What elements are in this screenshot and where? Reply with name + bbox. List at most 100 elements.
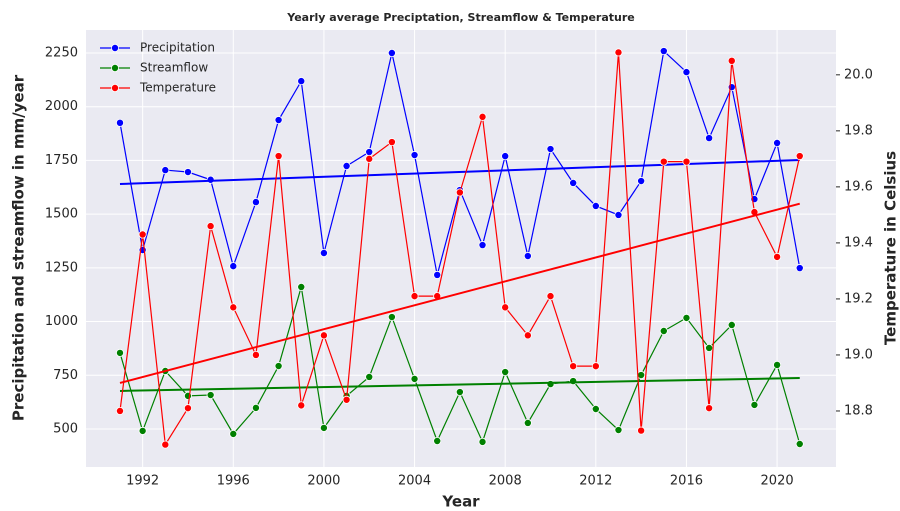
data-point <box>365 154 374 163</box>
data-point <box>569 377 578 386</box>
y-tick-label: 1500 <box>45 207 78 222</box>
data-point <box>659 327 668 336</box>
y2-tick-label: 19.8 <box>844 123 873 138</box>
data-point <box>365 372 374 381</box>
y-tick-label: 2000 <box>45 99 78 114</box>
data-point <box>115 118 124 127</box>
trend-line <box>119 202 801 384</box>
y-axis-label: Precipitation and streamflow in mm/year <box>10 74 28 421</box>
x-tick-label: 2008 <box>489 474 522 489</box>
data-point <box>297 77 306 86</box>
data-point <box>705 343 714 352</box>
data-point <box>455 188 464 197</box>
y2-axis-label: Temperature in Celsius <box>882 151 900 345</box>
data-point <box>274 152 283 161</box>
data-point <box>501 368 510 377</box>
legend-label: Temperature <box>139 81 216 95</box>
data-point <box>614 426 623 435</box>
data-point <box>682 313 691 322</box>
x-tick-label: 2020 <box>761 474 794 489</box>
data-point <box>546 145 555 154</box>
y2-tick-label: 20.0 <box>844 67 873 82</box>
y-tick-label: 500 <box>53 421 78 436</box>
data-point <box>727 83 736 92</box>
data-point <box>206 222 215 231</box>
data-point <box>637 371 646 380</box>
data-point <box>569 178 578 187</box>
data-point <box>297 282 306 291</box>
data-point <box>410 374 419 383</box>
x-tick-label: 2004 <box>398 474 431 489</box>
data-point <box>387 48 396 57</box>
data-point <box>319 331 328 340</box>
x-tick-label: 1992 <box>126 474 159 489</box>
data-point <box>501 152 510 161</box>
data-point <box>229 303 238 312</box>
data-point <box>523 331 532 340</box>
trend-line <box>119 377 800 392</box>
data-point <box>614 48 623 57</box>
data-point <box>387 313 396 322</box>
data-point <box>319 249 328 258</box>
legend-marker <box>111 84 120 93</box>
data-point <box>342 161 351 170</box>
y2-tick-label: 19.0 <box>844 347 873 362</box>
data-point <box>682 157 691 166</box>
data-point <box>546 380 555 389</box>
data-point <box>115 348 124 357</box>
x-tick-label: 2012 <box>579 474 612 489</box>
data-point <box>206 391 215 400</box>
data-point <box>433 437 442 446</box>
data-point <box>433 270 442 279</box>
y-tick-label: 750 <box>53 368 78 383</box>
data-point <box>183 168 192 177</box>
legend-marker <box>111 64 120 73</box>
data-point <box>365 148 374 157</box>
data-point <box>161 440 170 449</box>
data-point <box>591 362 600 371</box>
data-point <box>795 440 804 449</box>
data-point <box>523 418 532 427</box>
data-point <box>251 350 260 359</box>
data-point <box>705 404 714 413</box>
data-point <box>138 230 147 239</box>
data-point <box>795 152 804 161</box>
data-point <box>342 395 351 404</box>
data-point <box>478 241 487 250</box>
data-point <box>274 116 283 125</box>
y-tick-label: 2250 <box>45 45 78 60</box>
data-point <box>614 210 623 219</box>
plot-area <box>86 30 836 467</box>
x-tick-label: 2016 <box>670 474 703 489</box>
data-point <box>659 47 668 56</box>
y2-tick-label: 19.6 <box>844 179 873 194</box>
data-point <box>795 264 804 273</box>
x-tick-label: 1996 <box>217 474 250 489</box>
data-point <box>478 112 487 121</box>
data-point <box>183 404 192 413</box>
y2-tick-label: 18.8 <box>844 403 873 418</box>
data-point <box>138 426 147 435</box>
data-point <box>637 426 646 435</box>
data-point <box>319 423 328 432</box>
data-point <box>659 157 668 166</box>
data-point <box>591 404 600 413</box>
data-point <box>251 198 260 207</box>
data-point <box>410 151 419 160</box>
data-point <box>387 138 396 147</box>
data-point <box>501 303 510 312</box>
data-point <box>455 388 464 397</box>
x-tick-label: 2000 <box>307 474 340 489</box>
x-axis-label: Year <box>441 493 480 511</box>
y-tick-label: 1000 <box>45 314 78 329</box>
data-point <box>115 406 124 415</box>
legend-label: Streamflow <box>140 61 208 75</box>
y-tick-label: 1250 <box>45 260 78 275</box>
data-point <box>705 134 714 143</box>
data-point <box>251 403 260 412</box>
data-point <box>727 320 736 329</box>
y-tick-label: 1750 <box>45 153 78 168</box>
legend-label: Precipitation <box>140 41 215 55</box>
data-point <box>546 292 555 301</box>
